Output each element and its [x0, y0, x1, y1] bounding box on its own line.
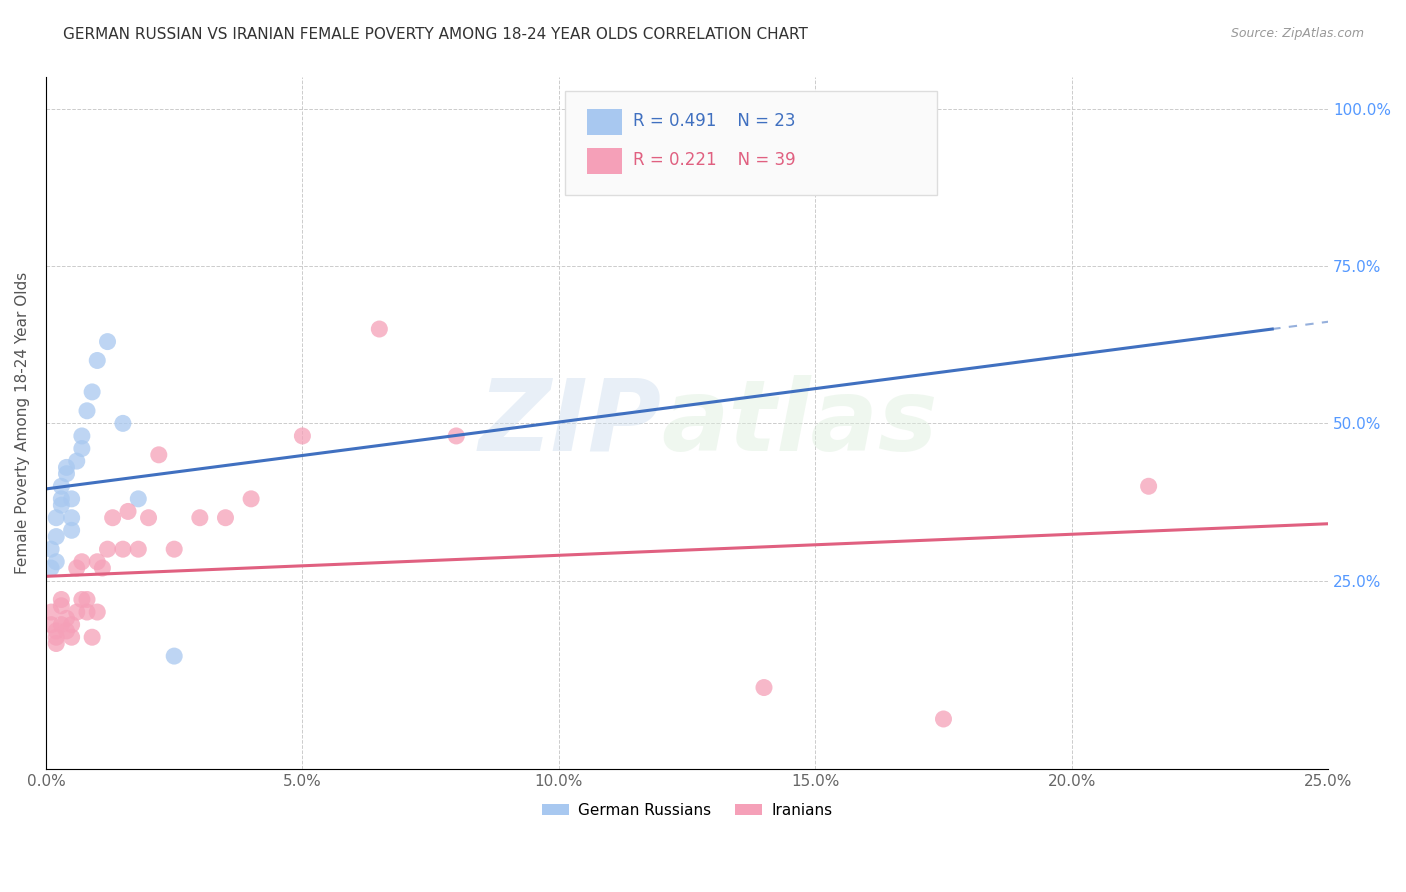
Point [39, 561, 62, 575]
Point [66, 605, 89, 619]
Point [45, 510, 67, 524]
Point [127, 491, 149, 506]
Point [91, 561, 114, 575]
Point [76, 592, 98, 607]
Point [51, 498, 73, 512]
Point [101, 510, 124, 524]
Point [45, 624, 67, 638]
Point [39, 617, 62, 632]
Point [60, 617, 83, 632]
Point [70, 442, 93, 456]
Point [368, 322, 391, 336]
Point [446, 429, 468, 443]
Point [39, 605, 62, 619]
Point [86, 555, 108, 569]
Text: ZIP: ZIP [478, 375, 661, 472]
Point [240, 491, 263, 506]
Point [291, 429, 314, 443]
Point [86, 605, 108, 619]
Point [932, 712, 955, 726]
Point [163, 649, 186, 664]
Point [214, 510, 236, 524]
Point [111, 542, 134, 557]
Point [86, 353, 108, 368]
Point [60, 491, 83, 506]
Point [39, 542, 62, 557]
Text: R = 0.221    N = 39: R = 0.221 N = 39 [633, 151, 796, 169]
Point [70, 592, 93, 607]
Point [55, 611, 77, 625]
Point [60, 510, 83, 524]
Point [188, 510, 211, 524]
FancyBboxPatch shape [588, 148, 621, 174]
Point [51, 617, 73, 632]
Point [70, 429, 93, 443]
Point [55, 460, 77, 475]
Point [60, 630, 83, 644]
FancyBboxPatch shape [588, 109, 621, 135]
Point [51, 599, 73, 613]
Point [76, 404, 98, 418]
Point [45, 636, 67, 650]
Point [45, 555, 67, 569]
Point [127, 542, 149, 557]
Point [51, 479, 73, 493]
Point [45, 530, 67, 544]
Legend: German Russians, Iranians: German Russians, Iranians [536, 797, 838, 824]
Point [163, 542, 186, 557]
Text: atlas: atlas [661, 375, 938, 472]
Point [70, 555, 93, 569]
Point [96, 542, 118, 557]
Point [55, 467, 77, 481]
Point [117, 504, 139, 518]
Text: Source: ZipAtlas.com: Source: ZipAtlas.com [1230, 27, 1364, 40]
Point [55, 624, 77, 638]
Y-axis label: Female Poverty Among 18-24 Year Olds: Female Poverty Among 18-24 Year Olds [15, 272, 30, 574]
Text: R = 0.491    N = 23: R = 0.491 N = 23 [633, 112, 796, 130]
Point [148, 448, 170, 462]
Point [66, 454, 89, 468]
Point [76, 605, 98, 619]
Point [1137, 479, 1160, 493]
Point [51, 592, 73, 607]
Point [96, 334, 118, 349]
Point [60, 524, 83, 538]
Point [111, 417, 134, 431]
Point [752, 681, 775, 695]
FancyBboxPatch shape [565, 91, 936, 195]
Point [82, 384, 104, 399]
Text: GERMAN RUSSIAN VS IRANIAN FEMALE POVERTY AMONG 18-24 YEAR OLDS CORRELATION CHART: GERMAN RUSSIAN VS IRANIAN FEMALE POVERTY… [63, 27, 808, 42]
Point [45, 630, 67, 644]
Point [82, 630, 104, 644]
Point [66, 561, 89, 575]
Point [51, 491, 73, 506]
Point [138, 510, 160, 524]
